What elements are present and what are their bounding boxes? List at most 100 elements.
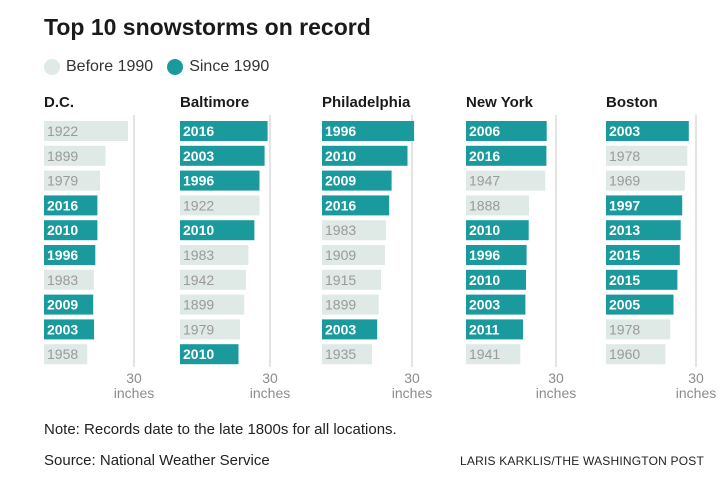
bar-label-d-c-1983: 1983 (47, 272, 78, 288)
tick-value-philadelphia: 30 (404, 370, 420, 386)
chart-source: Source: National Weather Service (44, 452, 270, 469)
bar-d-c-2016 (44, 195, 98, 216)
bar-new-york-2016 (466, 145, 547, 166)
tick-unit-baltimore: inches (250, 385, 290, 401)
bar-label-new-york-1888: 1888 (469, 197, 500, 213)
bar-boston-1978 (606, 319, 671, 340)
bar-label-baltimore-1942: 1942 (183, 272, 214, 288)
bar-new-york-2003 (466, 294, 526, 315)
bar-label-philadelphia-2010: 2010 (325, 148, 356, 164)
bar-label-philadelphia-1983: 1983 (325, 222, 356, 238)
bar-label-d-c-1922: 1922 (47, 123, 78, 139)
bar-label-d-c-1979: 1979 (47, 173, 78, 189)
bar-label-baltimore-2003: 2003 (183, 148, 214, 164)
tick-value-new-york: 30 (548, 370, 564, 386)
bar-label-boston-2005: 2005 (609, 297, 640, 313)
bar-baltimore-1979 (180, 319, 240, 340)
bar-philadelphia-1983 (322, 220, 386, 241)
bar-label-new-york-2006: 2006 (469, 123, 500, 139)
bar-label-philadelphia-1899: 1899 (325, 297, 356, 313)
bar-philadelphia-1909 (322, 245, 385, 265)
bar-d-c-1979 (44, 170, 101, 191)
bar-label-philadelphia-1935: 1935 (325, 346, 356, 362)
panel-heading-new-york: New York (466, 94, 534, 111)
bar-d-c-1922 (44, 121, 128, 141)
bar-philadelphia-2003 (322, 319, 378, 340)
bar-label-boston-2015: 2015 (609, 272, 640, 288)
panel-heading-philadelphia: Philadelphia (322, 94, 411, 111)
bar-new-york-1888 (466, 195, 529, 216)
bar-new-york-2011 (466, 319, 523, 340)
bar-label-boston-2013: 2013 (609, 222, 640, 238)
bar-label-d-c-2016: 2016 (47, 197, 78, 213)
bar-new-york-1947 (466, 170, 546, 191)
tick-value-baltimore: 30 (262, 370, 278, 386)
bar-boston-1997 (606, 195, 683, 216)
bar-label-new-york-2010: 2010 (469, 272, 500, 288)
bar-philadelphia-1899 (322, 294, 379, 315)
bar-label-baltimore-1983: 1983 (183, 247, 214, 263)
bar-label-d-c-1899: 1899 (47, 148, 78, 164)
bar-new-york-1941 (466, 344, 521, 365)
panel-heading-boston: Boston (606, 94, 658, 111)
bar-label-baltimore-1922: 1922 (183, 197, 214, 213)
legend-label-before: Before 1990 (66, 58, 154, 75)
legend-item-since: Since 1990 (167, 58, 269, 76)
bar-baltimore-2016 (180, 121, 268, 141)
bar-baltimore-1899 (180, 294, 245, 315)
bar-philadelphia-1915 (322, 269, 382, 290)
bar-label-boston-1997: 1997 (609, 197, 640, 213)
bar-boston-2015 (606, 245, 680, 265)
bar-label-new-york-1941: 1941 (469, 346, 500, 362)
tick-unit-boston: inches (676, 385, 716, 401)
chart-credit: LARIS KARKLIS/THE WASHINGTON POST (460, 454, 704, 468)
tick-value-d-c: 30 (126, 370, 142, 386)
bar-label-boston-1978: 1978 (609, 321, 640, 337)
bar-label-philadelphia-2003: 2003 (325, 321, 356, 337)
bar-boston-2013 (606, 220, 681, 241)
bar-philadelphia-1935 (322, 344, 373, 365)
bar-label-boston-1978: 1978 (609, 148, 640, 164)
bar-baltimore-1942 (180, 269, 246, 290)
bar-label-philadelphia-1915: 1915 (325, 272, 356, 288)
bar-label-boston-1969: 1969 (609, 173, 640, 189)
bar-label-new-york-2010: 2010 (469, 222, 500, 238)
bar-boston-1960 (606, 344, 666, 365)
bar-label-philadelphia-1909: 1909 (325, 247, 356, 263)
tick-unit-philadelphia: inches (392, 385, 432, 401)
bar-label-new-york-1996: 1996 (469, 247, 500, 263)
panel-heading-baltimore: Baltimore (180, 94, 249, 111)
bar-label-new-york-2011: 2011 (469, 321, 500, 337)
bar-label-baltimore-1899: 1899 (183, 297, 214, 313)
bar-baltimore-1996 (180, 170, 260, 191)
bar-d-c-2010 (44, 220, 98, 241)
chart-title: Top 10 snowstorms on record (44, 14, 371, 40)
bar-baltimore-2010 (180, 344, 239, 365)
bar-label-boston-2015: 2015 (609, 247, 640, 263)
bar-d-c-1899 (44, 145, 106, 166)
bar-label-d-c-1996: 1996 (47, 247, 78, 263)
bar-boston-1978 (606, 145, 688, 166)
bar-label-boston-2003: 2003 (609, 123, 640, 139)
bar-boston-1969 (606, 170, 685, 191)
bar-label-new-york-2003: 2003 (469, 297, 500, 313)
bar-label-d-c-2003: 2003 (47, 321, 78, 337)
legend-swatch-since (167, 59, 184, 75)
bar-boston-2015 (606, 269, 678, 290)
bar-label-baltimore-2010: 2010 (183, 222, 214, 238)
bar-philadelphia-2010 (322, 145, 408, 166)
bar-boston-2003 (606, 121, 689, 141)
bar-baltimore-2003 (180, 145, 265, 166)
bar-d-c-2003 (44, 319, 95, 340)
bar-label-baltimore-2010: 2010 (183, 346, 214, 362)
snowstorm-chart: D.C. 1922 1899 1979 2016 2010 1996 1983 2009 2003… (44, 94, 716, 401)
bar-new-york-2010 (466, 269, 526, 290)
bar-label-philadelphia-1996: 1996 (325, 123, 356, 139)
bar-label-boston-1960: 1960 (609, 346, 640, 362)
bar-d-c-1958 (44, 344, 88, 365)
legend-swatch-before (44, 59, 60, 75)
bar-philadelphia-1996 (322, 121, 415, 141)
bar-d-c-1996 (44, 245, 96, 265)
bar-d-c-2009 (44, 294, 94, 315)
legend: Before 1990 Since 1990 (44, 58, 283, 76)
